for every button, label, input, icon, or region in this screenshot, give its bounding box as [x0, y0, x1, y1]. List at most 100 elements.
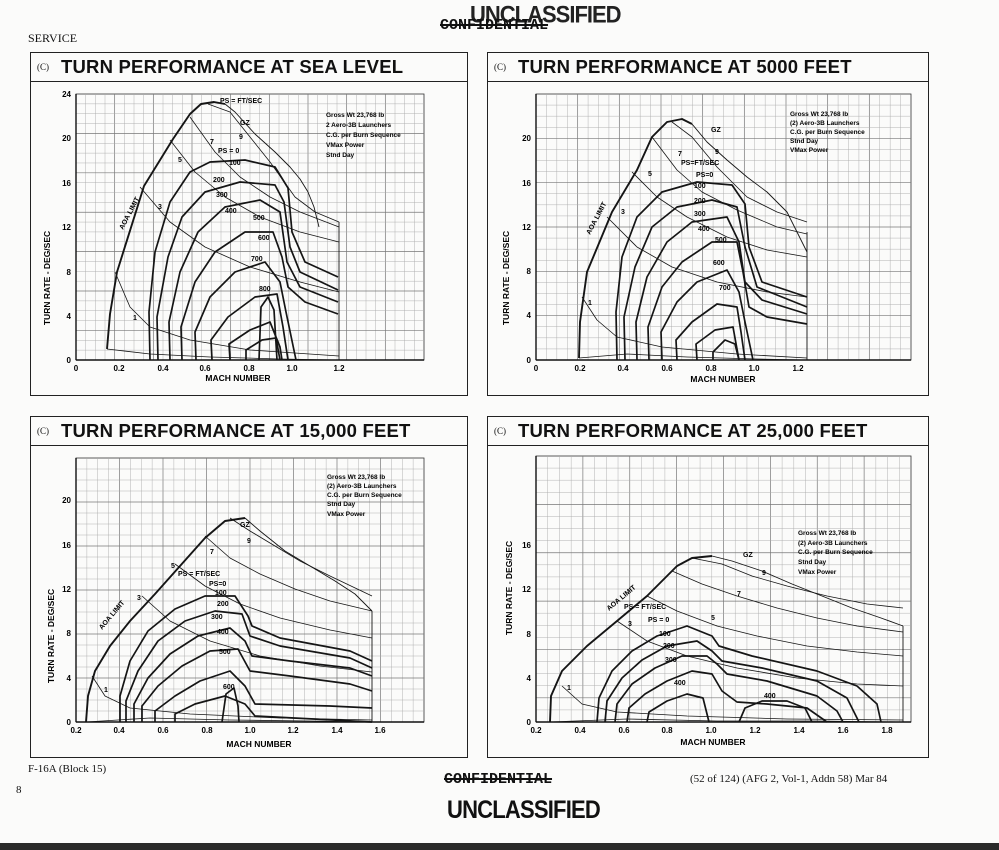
note-day: Stnd Day: [327, 501, 356, 508]
chart-notes: Gross Wt 23,768 lb 2 Aero-3B Launchers C…: [326, 112, 401, 159]
chart-5000-feet: 0 0.2 0.4 0.6 0.8 1.0 1.2 0 4 8 12 16 20 TURN RATE -…: [501, 93, 912, 384]
service-label: SERVICE: [28, 31, 78, 45]
note-cg: C.G. per Burn Sequence: [798, 549, 873, 556]
x-tick-label: 1.8: [881, 726, 893, 735]
ps-contour: [154, 670, 373, 722]
gz-label: GZ: [240, 522, 250, 529]
y-tick-label: 4: [67, 312, 72, 321]
ps-contour: [738, 700, 813, 723]
ps-contour: [180, 231, 339, 361]
note-cg: C.G. per Burn Sequence: [790, 129, 865, 136]
grid: [535, 93, 912, 361]
ps-contour: [221, 687, 240, 723]
ps-units-label: PS = FT/SEC: [624, 604, 666, 611]
ps-contour: [245, 337, 281, 361]
x-tick-label: 0.6: [157, 726, 169, 735]
structural-limit-curve: [224, 103, 320, 228]
structural-limit-curve: [691, 123, 808, 253]
note-power: VMax Power: [326, 142, 365, 149]
y-tick-label: 20: [62, 496, 71, 505]
g-label-7: 7: [678, 151, 682, 158]
y-tick-label: 20: [522, 134, 531, 143]
confidential-stamp-top: CONFIDENTIAL: [440, 17, 549, 34]
note-launchers: (2) Aero-3B Launchers: [327, 483, 397, 490]
chart-sea-level: 0 0.2 0.4 0.6 0.8 1.0 1.2 0 4 8 12 16 20 24 TURN RATE…: [42, 90, 425, 383]
page-number: 8: [16, 784, 22, 796]
y-tick-label: 4: [67, 674, 72, 683]
y-tick-label: 12: [522, 223, 531, 232]
x-tick-label: 0.2: [70, 726, 82, 735]
ps-contour: [626, 670, 828, 723]
chart-25000-feet: 0.2 0.4 0.6 0.8 1.0 1.2 1.4 1.6 1.8 0 4 8 12 16 TURN …: [504, 455, 912, 747]
g-load-line: [671, 121, 808, 223]
ps-label-400-left: 400: [674, 680, 686, 687]
structural-limit-curve: [244, 517, 373, 612]
x-axis-label: MACH NUMBER: [205, 373, 270, 383]
note-launchers: (2) Aero-3B Launchers: [790, 120, 860, 127]
ps-label-300: 300: [216, 192, 228, 199]
ps-contour: [695, 326, 740, 361]
axis-ticks: 0 0.2 0.4 0.6 0.8 1.0 1.2 0 4 8 12 16 20: [522, 134, 804, 373]
ps-label-100: 100: [229, 160, 241, 167]
g-label-9: 9: [762, 570, 766, 577]
x-tick-label: 0.4: [617, 364, 629, 373]
g-label-1: 1: [133, 315, 137, 322]
g-load-line: [204, 535, 373, 612]
ps-label-400-right: 400: [764, 693, 776, 700]
g-load-line: [169, 139, 340, 243]
unclassified-stamp-bottom: UNCLASSIFIED: [447, 795, 601, 824]
g-label-5: 5: [648, 171, 652, 178]
x-tick-label: 0: [534, 364, 539, 373]
g-load-line: [561, 685, 904, 721]
ps-label-800: 800: [259, 286, 271, 293]
y-tick-label: 16: [62, 179, 71, 188]
scan-edge: [0, 843, 999, 850]
ps-label-500: 500: [253, 215, 265, 222]
x-tick-label: 0.6: [199, 364, 211, 373]
ps-contour: [596, 625, 882, 723]
structural-limit-curve: [711, 555, 904, 627]
g-label-7: 7: [737, 591, 741, 598]
panel-5000-feet: (C) TURN PERFORMANCE AT 5000 FEET: [487, 52, 929, 396]
y-tick-label: 20: [62, 134, 71, 143]
ps-units-label: PS=FT/SEC: [681, 160, 719, 167]
ps-label-300: 300: [665, 657, 677, 664]
x-tick-label: 1.4: [793, 726, 805, 735]
ps-contour: [604, 640, 860, 723]
ps-label-200: 200: [217, 601, 229, 608]
ps-units-label: PS = FT/SEC: [178, 571, 220, 578]
chart-notes: Gross Wt 23,768 lb (2) Aero-3B Launchers…: [327, 474, 402, 518]
ps-label-100: 100: [659, 631, 671, 638]
ps-contour: [119, 595, 373, 722]
note-gross-weight: Gross Wt 23,768 lb: [790, 111, 848, 118]
y-tick-label: 4: [527, 674, 532, 683]
ps-contour: [647, 241, 808, 361]
x-axis-label: MACH NUMBER: [690, 374, 755, 384]
gz-label: GZ: [240, 120, 250, 127]
ps-contour: [168, 199, 339, 361]
aoa-limit-curve: [549, 555, 713, 723]
curves: [85, 517, 373, 723]
x-tick-label: 1.0: [286, 364, 298, 373]
x-tick-label: 0.2: [113, 364, 125, 373]
note-power: VMax Power: [327, 511, 366, 518]
x-tick-label: 1.0: [244, 726, 256, 735]
g-label-3: 3: [137, 595, 141, 602]
y-tick-label: 4: [527, 311, 532, 320]
grid: [75, 93, 425, 361]
ps-label-200: 200: [663, 643, 675, 650]
ps-label-200: 200: [694, 198, 706, 205]
grid: [535, 455, 912, 723]
ps-label-500: 500: [219, 649, 231, 656]
aoa-limit-curve: [85, 517, 246, 723]
y-axis-label: TURN RATE - DEG/SEC: [504, 541, 514, 635]
ps-contour: [194, 261, 297, 361]
panel-title-bar: (C) TURN PERFORMANCE AT 25,000 FEET: [488, 417, 928, 446]
x-tick-label: 0.8: [243, 364, 255, 373]
axis-ticks: 0 0.2 0.4 0.6 0.8 1.0 1.2 0 4 8 12 16 20 24: [62, 90, 345, 373]
panel-title: TURN PERFORMANCE AT 5000 FEET: [518, 56, 852, 77]
classification-tag: (C): [494, 426, 506, 436]
panel-25000-feet: (C) TURN PERFORMANCE AT 25,000 FEET: [487, 416, 929, 758]
ps-contour: [623, 199, 808, 361]
y-tick-label: 16: [522, 541, 531, 550]
